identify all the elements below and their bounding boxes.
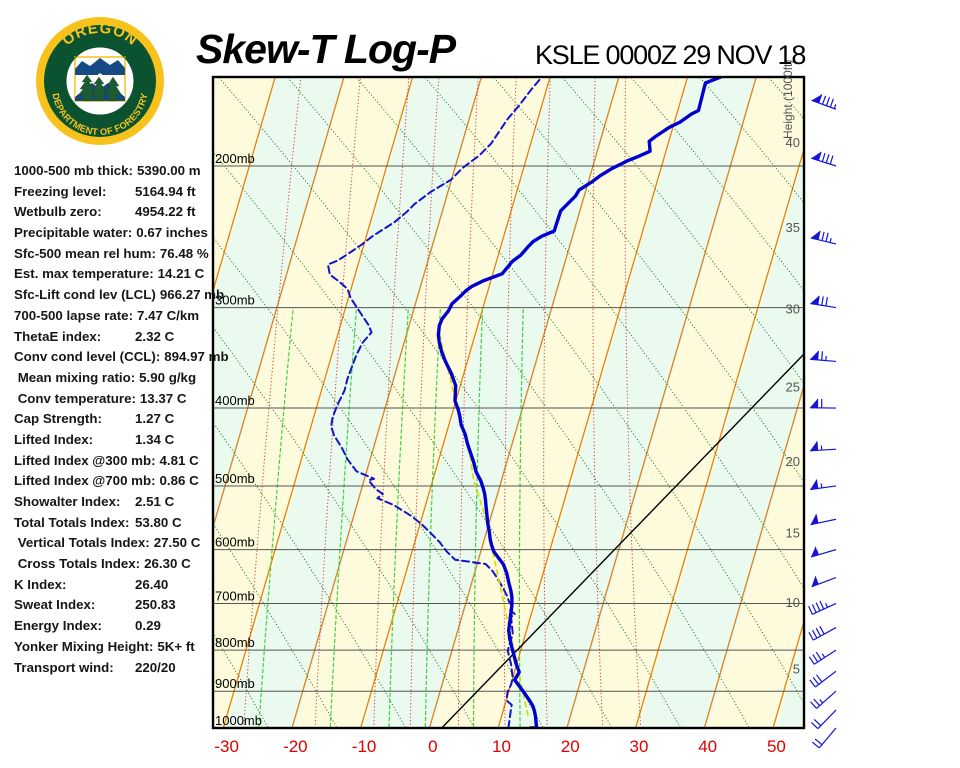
- svg-text:30: 30: [629, 737, 648, 756]
- svg-text:35: 35: [786, 220, 800, 235]
- svg-text:700mb: 700mb: [215, 588, 255, 603]
- svg-text:900mb: 900mb: [215, 676, 255, 691]
- svg-text:500mb: 500mb: [215, 471, 255, 486]
- svg-text:1000mb: 1000mb: [215, 713, 262, 728]
- svg-text:40: 40: [698, 737, 717, 756]
- svg-text:25: 25: [786, 379, 800, 394]
- svg-text:15: 15: [786, 526, 800, 541]
- svg-text:200mb: 200mb: [215, 151, 255, 166]
- svg-text:800mb: 800mb: [215, 635, 255, 650]
- svg-text:-10: -10: [352, 737, 377, 756]
- svg-text:0: 0: [428, 737, 437, 756]
- svg-text:20: 20: [786, 454, 800, 469]
- svg-text:10: 10: [492, 737, 511, 756]
- svg-text:5: 5: [793, 661, 800, 676]
- svg-text:50: 50: [767, 737, 786, 756]
- svg-text:30: 30: [786, 301, 800, 316]
- svg-text:400mb: 400mb: [215, 393, 255, 408]
- svg-text:-20: -20: [283, 737, 308, 756]
- svg-text:600mb: 600mb: [215, 535, 255, 550]
- svg-text:Height (1000ft): Height (1000ft): [781, 60, 795, 139]
- svg-text:20: 20: [561, 737, 580, 756]
- svg-text:-30: -30: [214, 737, 239, 756]
- svg-text:10: 10: [786, 595, 800, 610]
